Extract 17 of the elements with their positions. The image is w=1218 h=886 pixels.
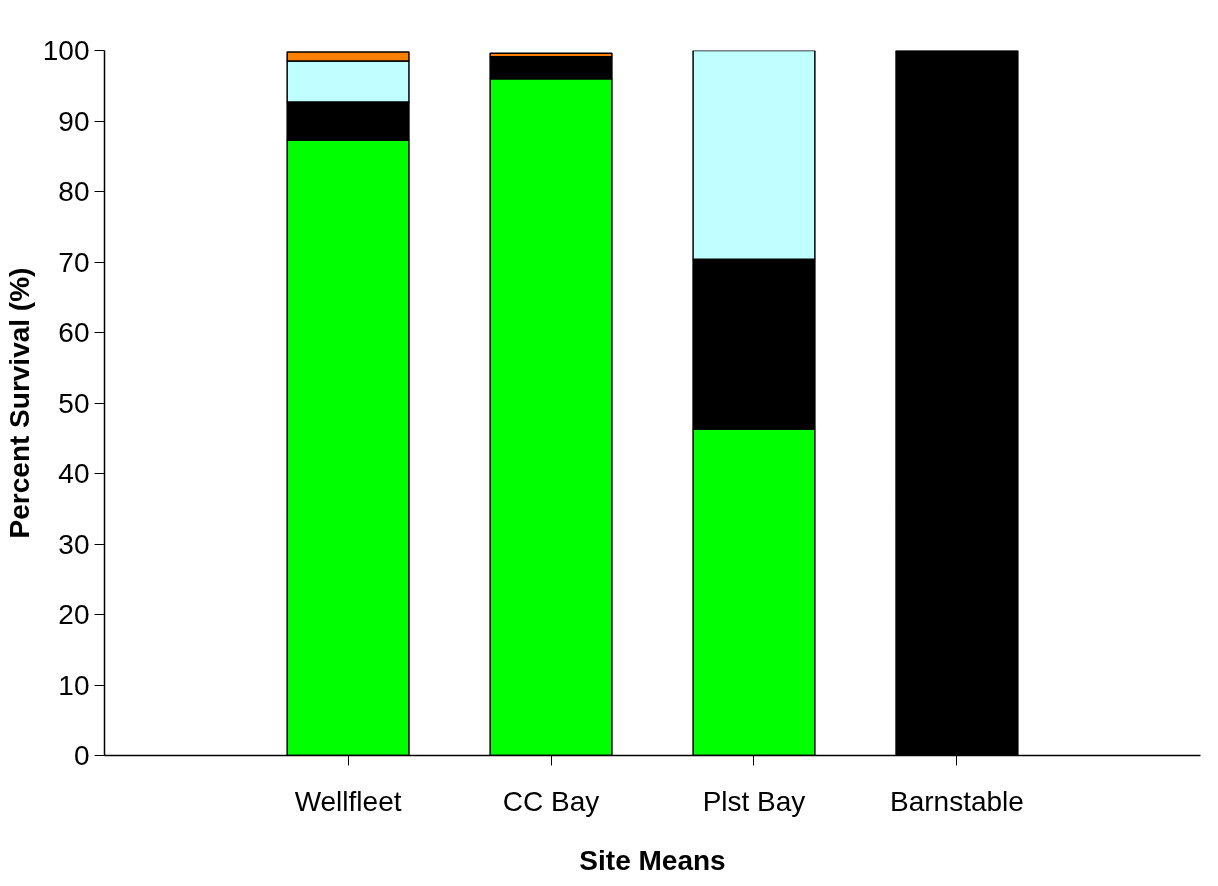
y-tick-label: 20 xyxy=(58,599,90,630)
x-tick-label: CC Bay xyxy=(502,785,600,817)
y-tick-label: 50 xyxy=(58,387,90,419)
y-tick-label: 80 xyxy=(58,176,90,207)
x-tick-label: Wellfleet xyxy=(294,785,402,817)
y-tick-label: 0 xyxy=(73,740,90,771)
x-tick-label: Barnstable xyxy=(890,785,1024,817)
y-axis-title: Percent Survival (%) xyxy=(3,267,35,539)
y-tick-label: 100 xyxy=(42,35,90,66)
y-tick-label: 90 xyxy=(58,105,90,137)
x-axis-title: Site Means xyxy=(579,844,726,876)
y-tick-label: 10 xyxy=(58,669,90,701)
x-tick-label: Plst Bay xyxy=(702,785,806,817)
y-tick-label: 60 xyxy=(58,317,90,348)
y-tick-label: 40 xyxy=(58,458,90,489)
y-tick-label: 30 xyxy=(58,528,90,560)
y-tick-label: 70 xyxy=(58,246,90,278)
